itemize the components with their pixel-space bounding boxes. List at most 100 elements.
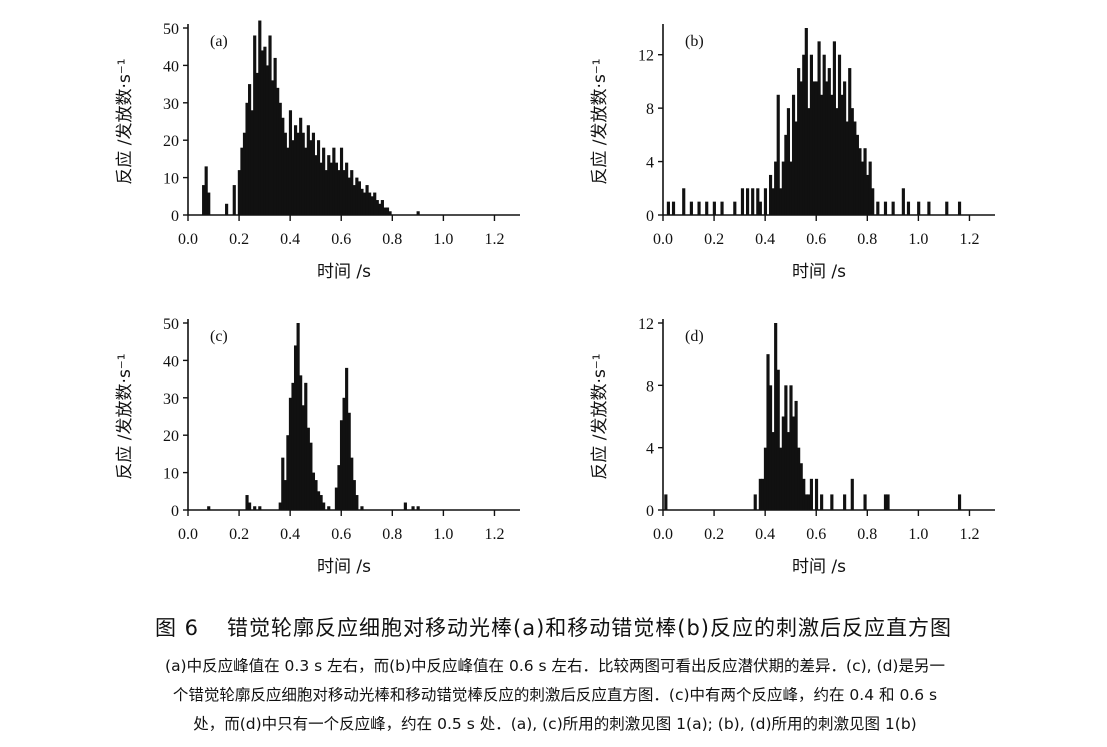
histogram-bar xyxy=(751,188,755,215)
histogram-bar xyxy=(339,420,344,510)
histogram-bar xyxy=(276,87,280,215)
histogram-bar xyxy=(763,447,768,510)
histogram-bar xyxy=(830,94,834,215)
histogram-bar xyxy=(293,345,298,510)
histogram-bar xyxy=(860,161,865,215)
histogram-bar xyxy=(768,174,773,215)
histogram-bar xyxy=(756,188,760,215)
histogram-bar xyxy=(837,54,842,215)
histogram-bar xyxy=(232,185,236,215)
histogram-bar xyxy=(774,323,778,510)
histogram-bar xyxy=(327,155,331,215)
histogram-bar xyxy=(207,506,211,510)
histogram-bar xyxy=(817,41,821,215)
y-tick-label: 4 xyxy=(646,441,654,458)
histogram-bar xyxy=(301,405,305,510)
histogram-bar xyxy=(255,72,259,215)
figure-number: 图 6 xyxy=(154,616,200,640)
x-tick-label: 1.2 xyxy=(959,231,979,248)
histogram-bar xyxy=(291,382,295,510)
histogram-bar xyxy=(822,54,826,215)
x-tick-label: 1.0 xyxy=(433,231,453,248)
x-tick-label: 0.8 xyxy=(382,231,402,248)
histogram-bar xyxy=(242,132,247,215)
histogram-bar xyxy=(202,185,206,215)
histogram-bar xyxy=(794,400,798,510)
x-axis-label: 时间 /s xyxy=(317,557,371,577)
histogram-bar xyxy=(848,68,852,215)
histogram-bar xyxy=(845,121,849,215)
histogram-bar xyxy=(789,161,793,215)
histogram-bar xyxy=(809,54,813,215)
histogram-bar xyxy=(260,50,264,215)
histogram-bar xyxy=(271,80,275,215)
histogram-bar xyxy=(840,94,844,215)
histogram-bar xyxy=(855,134,859,215)
histogram-bar xyxy=(779,447,783,510)
histogram-bar xyxy=(342,397,346,510)
histogram-bar xyxy=(697,201,701,215)
histogram-bar xyxy=(945,201,949,215)
y-axis-label: 反应 /发放数·s⁻¹ xyxy=(590,353,610,479)
histogram-bar xyxy=(360,188,364,215)
y-tick-label: 12 xyxy=(638,48,654,65)
histogram-bar xyxy=(871,188,875,215)
histogram-bar xyxy=(774,161,778,215)
histogram-bar xyxy=(373,192,377,215)
histogram-bar xyxy=(832,41,836,215)
histogram-bar xyxy=(385,207,390,215)
x-tick-label: 1.0 xyxy=(433,526,453,543)
x-tick-label: 0.8 xyxy=(857,526,877,543)
histogram-bar xyxy=(712,201,716,215)
histogram-bar xyxy=(306,427,310,510)
histogram-bar xyxy=(329,162,333,215)
histogram-bar xyxy=(304,382,308,510)
histogram-bar xyxy=(781,161,785,215)
x-tick-label: 0.0 xyxy=(653,231,673,248)
x-axis-label: 时间 /s xyxy=(792,262,846,282)
x-tick-label: 0.4 xyxy=(280,526,300,543)
y-tick-label: 30 xyxy=(163,96,179,113)
histogram-bar xyxy=(355,495,359,510)
histogram-bar xyxy=(689,201,693,215)
histogram-bar xyxy=(283,132,287,215)
histogram-bar xyxy=(240,147,244,215)
y-axis-label: 反应 /发放数·s⁻¹ xyxy=(115,353,135,479)
panel-label: (d) xyxy=(685,328,704,345)
histogram-bar xyxy=(814,81,819,215)
histogram-bar xyxy=(357,181,361,215)
histogram-bar xyxy=(720,201,724,215)
x-tick-label: 0.6 xyxy=(806,526,826,543)
histogram-bar xyxy=(265,65,270,216)
histogram-bar xyxy=(309,442,313,510)
histogram-bar xyxy=(296,323,300,510)
histogram-bar xyxy=(827,68,831,215)
y-tick-label: 0 xyxy=(646,503,654,520)
x-tick-label: 1.2 xyxy=(484,526,504,543)
y-axis-label: 反应 /发放数·s⁻¹ xyxy=(590,58,610,184)
histogram-bar xyxy=(807,494,811,510)
histogram-bar xyxy=(705,201,709,215)
histogram-bar xyxy=(799,81,803,215)
x-tick-label: 0.0 xyxy=(653,526,673,543)
x-axis-label: 时间 /s xyxy=(792,557,846,577)
histogram-bar xyxy=(332,147,336,215)
y-tick-label: 40 xyxy=(163,58,179,75)
histogram-bar xyxy=(891,201,895,215)
histogram-bar xyxy=(671,201,676,215)
x-tick-label: 1.0 xyxy=(908,231,928,248)
histogram-bar xyxy=(273,57,277,215)
histogram-bar xyxy=(299,375,303,510)
histogram-bar xyxy=(253,35,257,216)
histogram-bar xyxy=(258,506,262,510)
histogram-bar xyxy=(304,147,308,215)
histogram-bar xyxy=(250,110,254,215)
histogram-bar xyxy=(753,494,757,510)
histogram-bar xyxy=(761,478,765,510)
panel-label: (c) xyxy=(210,328,228,345)
y-tick-label: 10 xyxy=(163,466,179,483)
histogram-bar xyxy=(858,148,862,215)
y-tick-label: 8 xyxy=(646,101,654,118)
x-tick-label: 1.2 xyxy=(484,231,504,248)
y-tick-label: 12 xyxy=(638,316,654,333)
